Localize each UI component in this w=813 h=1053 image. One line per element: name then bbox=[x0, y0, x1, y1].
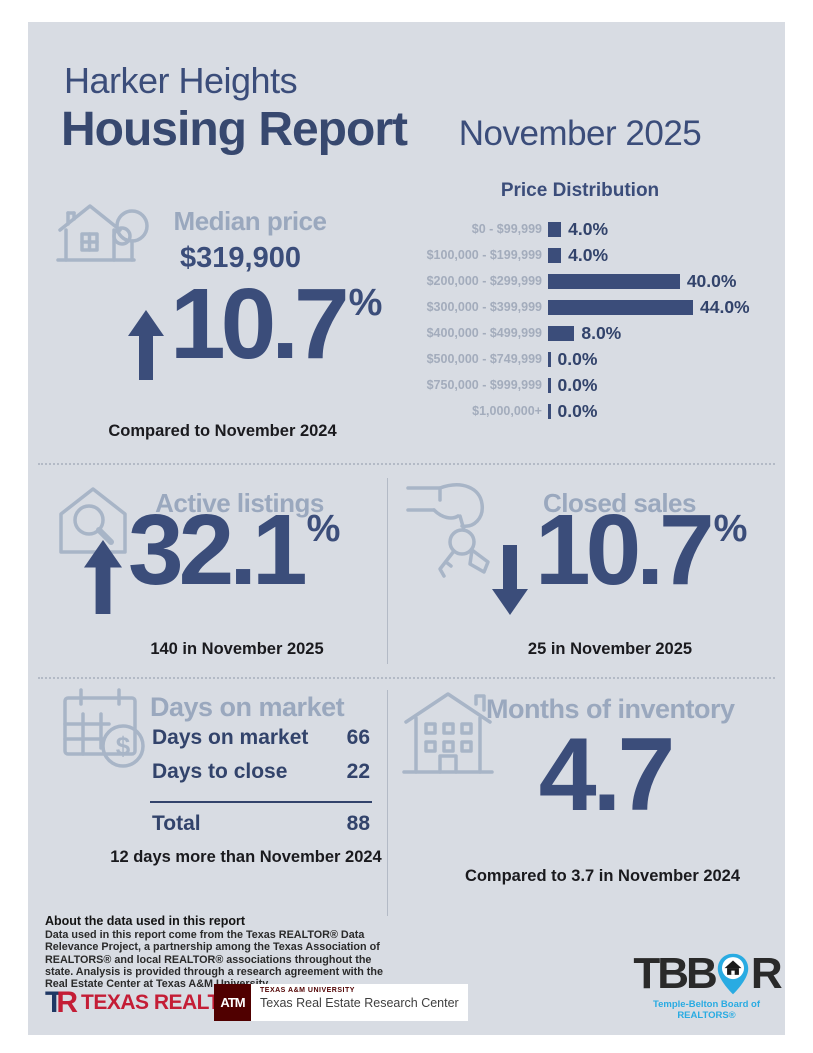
tamu-trerc-logo: ATM TEXAS A&M UNIVERSITY Texas Real Esta… bbox=[214, 984, 468, 1021]
tbbor-letters-left: TBB bbox=[633, 949, 717, 998]
tbbor-tagline: Temple-Belton Board of REALTORS® bbox=[653, 999, 760, 1021]
months-of-inventory-heading: Months of inventory bbox=[486, 694, 735, 724]
closed-sales-heading: Closed sales bbox=[543, 488, 696, 518]
hand-keys-icon bbox=[406, 483, 490, 578]
price-distribution-value: 40.0% bbox=[686, 270, 737, 291]
days-on-market-note: 12 days more than November 2024 bbox=[110, 848, 382, 866]
price-range-label: $500,000 - $749,999 bbox=[426, 352, 542, 366]
price-range-label: $100,000 - $199,999 bbox=[426, 248, 542, 262]
tamu-university-label: TEXAS A&M UNIVERSITY bbox=[260, 987, 355, 994]
price-distribution-row: $100,000 - $199,999 4.0% bbox=[406, 242, 778, 268]
report-title: Housing Report bbox=[61, 103, 408, 156]
price-distribution-row: $400,000 - $499,999 8.0% bbox=[406, 320, 778, 346]
price-distribution-row: $500,000 - $749,999 0.0% bbox=[406, 346, 778, 372]
days-on-market-heading: Days on market bbox=[150, 692, 345, 722]
price-distribution-title: Price Distribution bbox=[500, 180, 660, 201]
report-card: Harker Heights Housing Report November 2… bbox=[28, 22, 785, 1035]
report-city-title: Harker Heights bbox=[64, 60, 298, 101]
price-distribution-value: 0.0% bbox=[557, 374, 598, 395]
active-listings-percent-sign: % bbox=[306, 508, 341, 550]
price-range-label: $200,000 - $299,999 bbox=[426, 274, 542, 288]
location-pin-house-icon bbox=[717, 953, 749, 995]
days-to-close-row-label: Days to close bbox=[152, 760, 288, 783]
svg-text:$: $ bbox=[116, 731, 131, 761]
price-distribution-bar bbox=[548, 403, 551, 419]
price-range-label: $400,000 - $499,999 bbox=[426, 326, 542, 340]
median-price-value: $319,900 bbox=[180, 242, 301, 274]
up-arrow-icon bbox=[128, 310, 164, 380]
price-distribution-bar bbox=[548, 299, 693, 315]
section-divider-vertical bbox=[387, 690, 388, 916]
days-total-value: 88 bbox=[346, 812, 370, 835]
section-divider-horizontal bbox=[38, 463, 775, 465]
about-data-title: About the data used in this report bbox=[45, 914, 246, 928]
days-on-market-row: Days on market 66 bbox=[152, 726, 370, 750]
apartment-building-icon bbox=[402, 692, 494, 774]
tbbor-letters-right: R bbox=[750, 949, 783, 998]
price-distribution-bar bbox=[548, 351, 551, 367]
closed-sales-change: 10.7 % bbox=[490, 494, 748, 615]
days-total-row: Total 88 bbox=[152, 812, 370, 836]
active-listings-change-value: 32.1 bbox=[128, 494, 308, 606]
days-to-close-row-value: 22 bbox=[346, 760, 370, 783]
active-listings-heading: Active listings bbox=[155, 488, 324, 518]
price-distribution-value: 4.0% bbox=[568, 244, 609, 265]
months-of-inventory-value: 4.7 bbox=[538, 717, 676, 833]
price-distribution-value: 4.0% bbox=[568, 218, 609, 239]
days-to-close-row: Days to close 22 bbox=[152, 760, 370, 784]
median-price-change: 10.7 % bbox=[128, 268, 383, 380]
closed-sales-percent-sign: % bbox=[713, 508, 748, 550]
tamu-center-label: Texas Real Estate Research Center bbox=[260, 996, 459, 1010]
calendar-dollar-icon: $ bbox=[63, 688, 145, 768]
active-listings-note: 140 in November 2025 bbox=[150, 640, 324, 658]
price-distribution-value: 0.0% bbox=[557, 400, 598, 421]
active-listings-change: 32.1 % bbox=[83, 494, 341, 614]
price-range-label: $0 - $99,999 bbox=[471, 222, 542, 236]
tbbor-logo: TBB R Temple-Belton Board of REALTORS® bbox=[624, 952, 789, 1022]
price-distribution-row: $200,000 - $299,999 40.0% bbox=[406, 268, 778, 294]
days-total-divider bbox=[150, 801, 372, 803]
house-magnifier-icon bbox=[59, 487, 127, 554]
texas-realtors-mark-icon: TR bbox=[45, 986, 78, 1019]
price-distribution-bar bbox=[548, 377, 551, 393]
closed-sales-note: 25 in November 2025 bbox=[527, 640, 693, 658]
house-tree-icon bbox=[56, 204, 149, 262]
tamu-logo-text: TEXAS A&M UNIVERSITY Texas Real Estate R… bbox=[251, 984, 468, 1021]
price-range-label: $750,000 - $999,999 bbox=[426, 378, 542, 392]
down-arrow-icon bbox=[492, 545, 528, 615]
up-arrow-icon bbox=[83, 540, 123, 614]
price-distribution-bar bbox=[548, 247, 562, 263]
price-distribution-value: 8.0% bbox=[581, 322, 622, 343]
price-distribution-bar bbox=[548, 221, 562, 237]
days-on-market-row-label: Days on market bbox=[152, 726, 309, 749]
months-of-inventory-note: Compared to 3.7 in November 2024 bbox=[464, 867, 741, 885]
report-period: November 2025 bbox=[458, 114, 702, 153]
closed-sales-change-value: 10.7 bbox=[535, 494, 715, 606]
price-distribution-chart: $0 - $99,999 4.0% $100,000 - $199,999 4.0% $… bbox=[406, 216, 778, 424]
price-distribution-row: $750,000 - $999,999 0.0% bbox=[406, 372, 778, 398]
days-total-label: Total bbox=[152, 812, 201, 835]
price-distribution-row: $0 - $99,999 4.0% bbox=[406, 216, 778, 242]
section-divider-horizontal bbox=[38, 677, 775, 679]
price-distribution-value: 0.0% bbox=[557, 348, 598, 369]
median-price-heading: Median price bbox=[173, 206, 327, 236]
tamu-monogram-icon: ATM bbox=[214, 984, 251, 1021]
section-divider-vertical bbox=[387, 478, 388, 664]
price-distribution-bar bbox=[548, 273, 680, 289]
price-range-label: $300,000 - $399,999 bbox=[426, 300, 542, 314]
about-data-body: Data used in this report come from the T… bbox=[45, 929, 383, 991]
price-distribution-row: $1,000,000+ 0.0% bbox=[406, 398, 778, 424]
median-price-comparison: Compared to November 2024 bbox=[108, 422, 337, 440]
median-price-change-value: 10.7 bbox=[170, 268, 350, 380]
days-on-market-row-value: 66 bbox=[346, 726, 370, 749]
price-distribution-row: $300,000 - $399,999 44.0% bbox=[406, 294, 778, 320]
price-distribution-value: 44.0% bbox=[700, 296, 750, 317]
price-range-label: $1,000,000+ bbox=[472, 404, 542, 418]
median-price-percent-sign: % bbox=[348, 282, 383, 324]
price-distribution-bar bbox=[548, 325, 575, 341]
tbbor-wordmark: TBB R bbox=[624, 952, 789, 996]
